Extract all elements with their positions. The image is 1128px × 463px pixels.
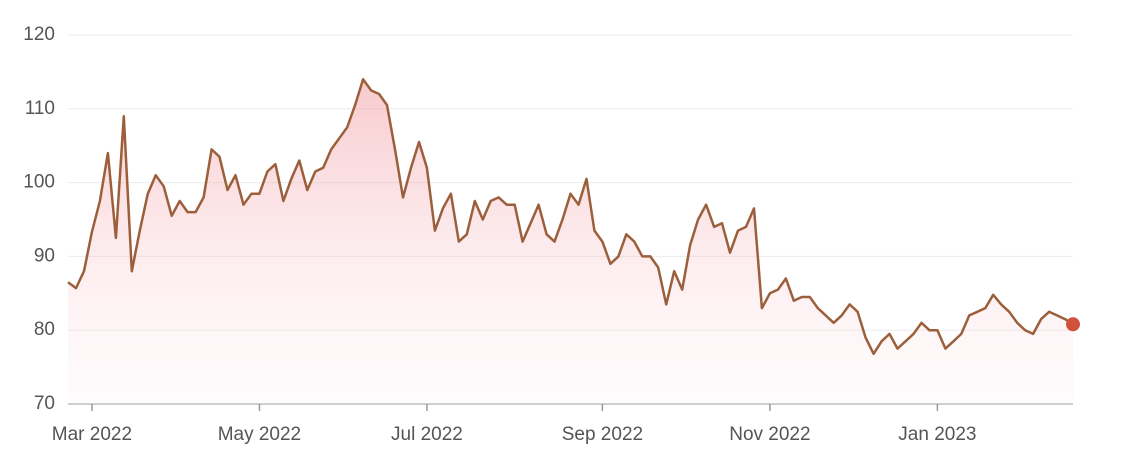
- y-tick-label: 90: [34, 245, 55, 266]
- x-tick-label: Mar 2022: [52, 424, 132, 445]
- y-tick-label: 80: [34, 319, 55, 340]
- y-tick-label: 70: [34, 393, 55, 414]
- y-tick-label: 120: [23, 24, 55, 45]
- x-tick-label: Sep 2022: [562, 424, 643, 445]
- area: [68, 79, 1073, 405]
- x-tick-label: Jul 2022: [391, 424, 463, 445]
- line: [67, 78, 1074, 356]
- x-tick-label: Jan 2023: [898, 424, 976, 445]
- y-tick-label: 100: [23, 172, 55, 193]
- y-tick-label: 110: [25, 98, 55, 119]
- x-tick-label: Nov 2022: [729, 424, 810, 445]
- x-tick-label: May 2022: [218, 424, 301, 445]
- end-marker: [1066, 317, 1080, 332]
